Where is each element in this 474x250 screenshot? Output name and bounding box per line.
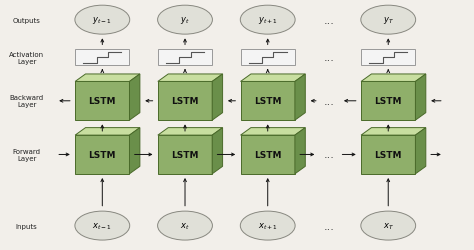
Bar <box>240 50 295 66</box>
Bar <box>361 82 415 121</box>
Polygon shape <box>129 75 140 121</box>
Text: $x_{t-1}$: $x_{t-1}$ <box>92 220 112 231</box>
Bar <box>240 82 295 121</box>
Polygon shape <box>415 128 426 174</box>
Text: $x_T$: $x_T$ <box>383 220 394 231</box>
Polygon shape <box>75 75 140 82</box>
Polygon shape <box>75 128 140 136</box>
Text: LSTM: LSTM <box>89 150 116 159</box>
Text: ...: ... <box>324 150 335 160</box>
Circle shape <box>157 211 212 240</box>
Polygon shape <box>129 128 140 174</box>
Polygon shape <box>158 128 223 136</box>
Polygon shape <box>240 75 305 82</box>
Text: Inputs: Inputs <box>16 223 37 229</box>
Text: ...: ... <box>324 221 335 231</box>
Text: $y_T$: $y_T$ <box>383 15 394 26</box>
Text: $y_t$: $y_t$ <box>180 15 190 26</box>
Polygon shape <box>212 128 223 174</box>
Text: $y_{t+1}$: $y_{t+1}$ <box>258 15 278 26</box>
Text: LSTM: LSTM <box>254 150 282 159</box>
Bar <box>240 136 295 174</box>
Polygon shape <box>415 75 426 121</box>
Polygon shape <box>361 128 426 136</box>
Text: Outputs: Outputs <box>13 18 41 24</box>
Bar <box>75 50 129 66</box>
Text: $x_{t+1}$: $x_{t+1}$ <box>258 220 278 231</box>
Circle shape <box>361 211 416 240</box>
Text: ...: ... <box>324 96 335 106</box>
Bar <box>158 50 212 66</box>
Polygon shape <box>158 75 223 82</box>
Polygon shape <box>295 128 305 174</box>
Bar <box>158 82 212 121</box>
Bar <box>158 136 212 174</box>
Circle shape <box>75 211 130 240</box>
Text: $y_{t-1}$: $y_{t-1}$ <box>92 15 112 26</box>
Polygon shape <box>212 75 223 121</box>
Circle shape <box>361 6 416 35</box>
Bar <box>361 50 415 66</box>
Circle shape <box>75 6 130 35</box>
Text: ...: ... <box>324 53 335 63</box>
Circle shape <box>240 211 295 240</box>
Text: LSTM: LSTM <box>89 97 116 106</box>
Polygon shape <box>361 75 426 82</box>
Text: LSTM: LSTM <box>374 97 402 106</box>
Text: $x_t$: $x_t$ <box>180 220 190 231</box>
Text: Backward
Layer: Backward Layer <box>9 95 44 108</box>
Text: LSTM: LSTM <box>171 150 199 159</box>
Text: LSTM: LSTM <box>171 97 199 106</box>
Bar <box>75 136 129 174</box>
Bar <box>75 82 129 121</box>
Circle shape <box>157 6 212 35</box>
Text: Forward
Layer: Forward Layer <box>13 148 41 161</box>
Text: ...: ... <box>324 16 335 26</box>
Polygon shape <box>240 128 305 136</box>
Bar <box>361 136 415 174</box>
Text: LSTM: LSTM <box>254 97 282 106</box>
Text: Activation
Layer: Activation Layer <box>9 52 44 64</box>
Circle shape <box>240 6 295 35</box>
Polygon shape <box>295 75 305 121</box>
Text: LSTM: LSTM <box>374 150 402 159</box>
